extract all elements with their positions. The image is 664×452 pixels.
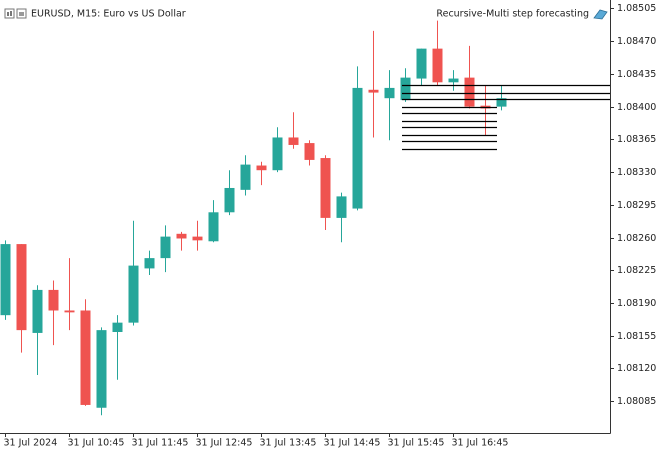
y-tick-label: 1.08435 [617, 69, 656, 80]
x-tick-label: 31 Jul 14:45 [324, 438, 381, 449]
x-tick-label: 31 Jul 12:45 [196, 438, 253, 449]
candle-body [400, 77, 411, 101]
candle-body [320, 158, 331, 218]
icon-bar [7, 12, 9, 16]
candle-body [496, 98, 507, 107]
y-tick-label: 1.08470 [617, 36, 656, 47]
y-tick-label: 1.08155 [617, 331, 656, 342]
icon-fill [19, 12, 24, 16]
candle-body [128, 265, 139, 323]
y-tick-label: 1.08225 [617, 265, 656, 276]
candle-body [384, 87, 395, 99]
candle-body [16, 244, 27, 331]
y-tick-label: 1.08505 [617, 3, 656, 14]
candle-body [448, 78, 459, 83]
candle-body [32, 289, 43, 333]
candle-body [288, 137, 299, 145]
icon-bar [10, 11, 12, 16]
x-tick-label: 31 Jul 15:45 [388, 438, 445, 449]
x-tick-label: 31 Jul 10:45 [68, 438, 125, 449]
candle-body [416, 48, 427, 79]
candle-body [160, 236, 171, 259]
y-tick-label: 1.08190 [617, 298, 656, 309]
candle-body [224, 187, 235, 213]
candle-body [96, 330, 107, 408]
y-tick-label: 1.08295 [617, 200, 656, 211]
candle-body [48, 289, 59, 311]
candle-body [336, 196, 347, 218]
icon-box [4, 8, 15, 19]
chart-title: EURUSD, M15: Euro vs US Dollar [31, 9, 186, 20]
candle-body [0, 244, 11, 316]
candle-body [112, 322, 123, 332]
candle-body [352, 87, 363, 209]
x-tick-label: 31 Jul 13:45 [260, 438, 317, 449]
plot-area [0, 20, 610, 416]
symbol-icon [4, 8, 27, 19]
y-tick-label: 1.08400 [617, 102, 656, 113]
indicator-name: Recursive-Multi step forecasting [436, 9, 589, 20]
y-tick-label: 1.08365 [617, 134, 656, 145]
x-tick-label: 31 Jul 16:45 [452, 438, 509, 449]
x-tick-label: 31 Jul 11:45 [132, 438, 189, 449]
candle-body [80, 310, 91, 405]
candle-body [464, 77, 475, 107]
candle-body [432, 48, 443, 83]
indicator-icon-shape [593, 9, 608, 20]
candle-body [208, 212, 219, 242]
candle-body [368, 89, 379, 93]
candle-body [272, 137, 283, 171]
y-tick-label: 1.08260 [617, 233, 656, 244]
y-tick-label: 1.08120 [617, 363, 656, 374]
y-tick-label: 1.08330 [617, 167, 656, 178]
candle-body [240, 164, 251, 190]
indicator-icon [593, 9, 608, 20]
x-tick-label: 31 Jul 2024 [4, 438, 58, 449]
candle-body [64, 310, 75, 313]
candle-body [304, 143, 315, 160]
candle-body [256, 165, 267, 171]
candle-body [144, 258, 155, 269]
candle-body [192, 236, 203, 241]
y-tick-label: 1.08085 [617, 396, 656, 407]
candle-body [176, 233, 187, 239]
